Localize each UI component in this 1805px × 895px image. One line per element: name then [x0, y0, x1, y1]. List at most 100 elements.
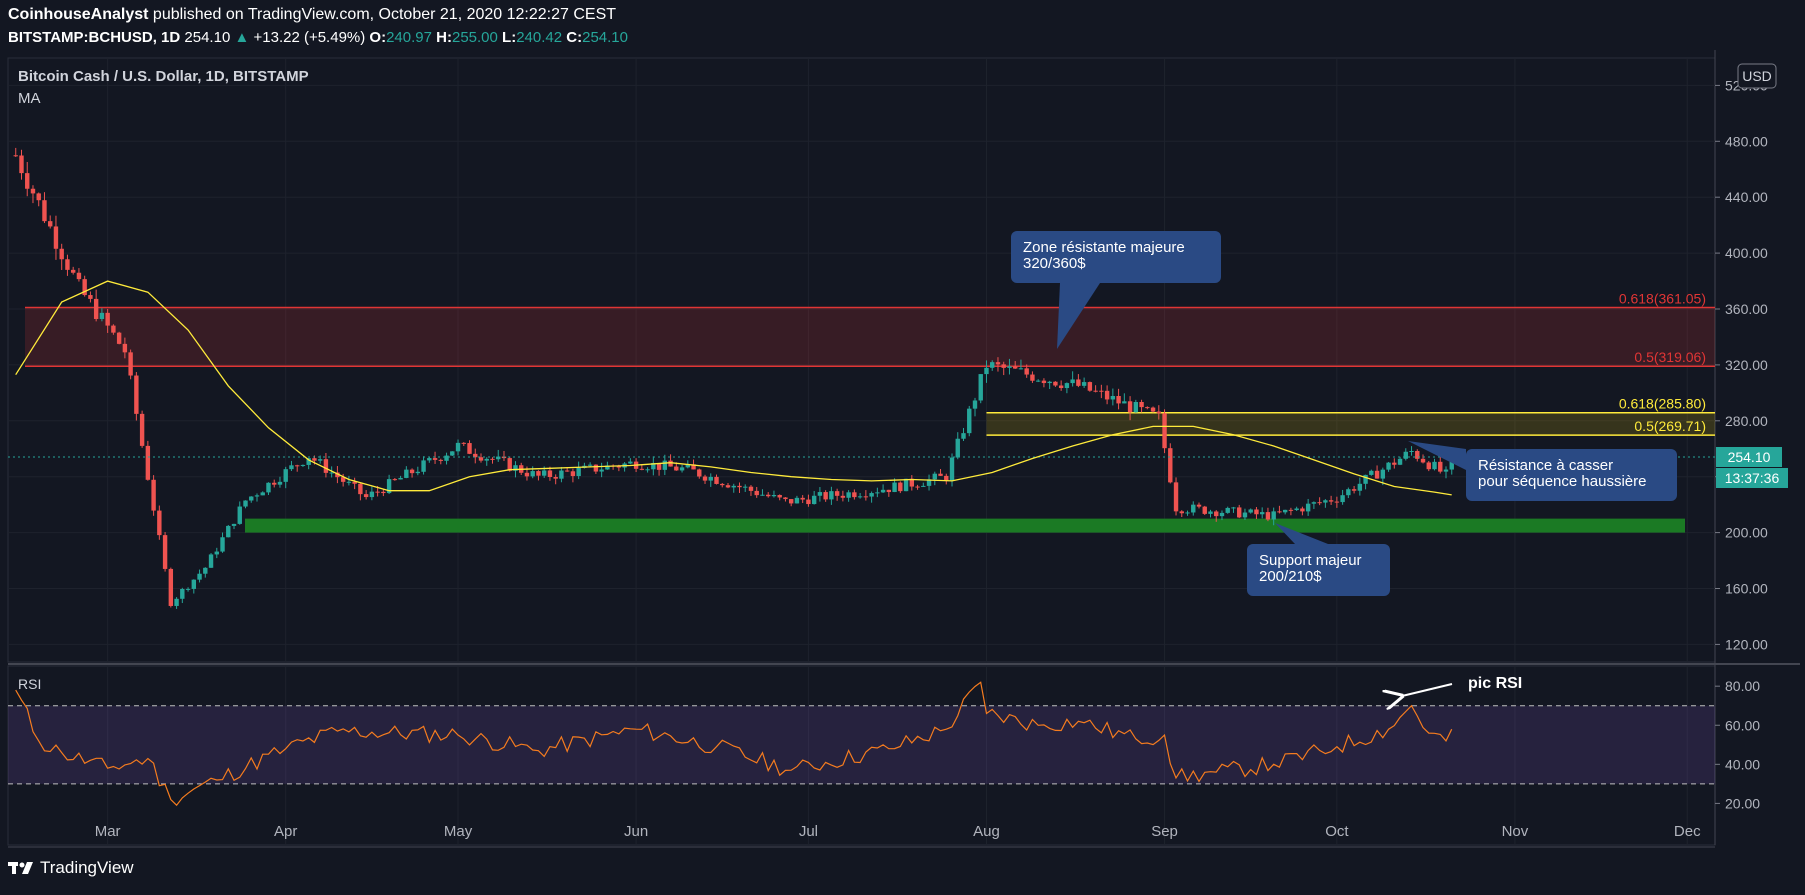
low-value: 240.42 — [516, 29, 563, 46]
candle — [869, 493, 874, 497]
candle — [369, 491, 375, 498]
candle — [1415, 450, 1420, 459]
publish-header: CoinhouseAnalyst published on TradingVie… — [8, 6, 616, 24]
candle — [1392, 462, 1397, 465]
candle — [691, 464, 696, 470]
candle — [708, 476, 713, 481]
candle — [174, 598, 179, 606]
candle — [208, 554, 214, 568]
candle — [702, 476, 708, 481]
candle — [955, 438, 960, 458]
candle — [105, 312, 110, 326]
candle — [432, 458, 438, 460]
y-tick-label: 160.00 — [1725, 581, 1768, 597]
candle — [1305, 503, 1311, 512]
candle — [783, 497, 788, 500]
candle — [823, 492, 828, 500]
candle — [656, 462, 662, 470]
candle — [312, 458, 317, 461]
candle — [806, 499, 811, 505]
candle — [668, 460, 673, 467]
candle — [576, 467, 581, 477]
candle — [547, 470, 553, 477]
candle — [59, 248, 64, 260]
candle — [421, 460, 426, 472]
candle — [674, 466, 679, 471]
candle — [1185, 512, 1190, 514]
symbol[interactable]: BITSTAMP:BCHUSD, 1D — [8, 29, 181, 46]
ma-series — [15, 280, 1452, 496]
candle — [323, 459, 329, 473]
candle — [1007, 366, 1012, 368]
candle — [978, 374, 983, 401]
candle — [335, 472, 340, 478]
candle — [1202, 506, 1207, 514]
low-label: L: — [502, 29, 517, 46]
candle — [972, 400, 978, 409]
candle — [990, 362, 995, 368]
candle — [1076, 379, 1081, 386]
candle — [226, 525, 231, 538]
candle — [300, 464, 306, 466]
candle — [484, 458, 489, 461]
candle — [737, 485, 742, 488]
candle — [53, 226, 59, 249]
candle — [1357, 483, 1363, 491]
candle — [438, 459, 443, 461]
pane-title: Bitcoin Cash / U.S. Dollar, 1D, BITSTAMP — [18, 68, 309, 85]
annotation-support: Support majeur 200/210$ — [1247, 544, 1390, 596]
y-tick-label: 320.00 — [1725, 357, 1768, 373]
y-tick-label: 360.00 — [1725, 301, 1768, 317]
y-tick-label: 480.00 — [1725, 133, 1768, 149]
candle — [915, 486, 920, 488]
y-tick-label: 440.00 — [1725, 189, 1768, 205]
candle — [995, 362, 1001, 365]
candle — [25, 173, 30, 189]
candle — [409, 469, 415, 474]
currency-badge — [1737, 63, 1777, 89]
candle — [88, 295, 93, 299]
candle — [1426, 462, 1431, 470]
candle — [1248, 509, 1253, 513]
candle — [266, 482, 271, 493]
candle — [909, 478, 915, 487]
candle — [1168, 448, 1173, 483]
candle — [1282, 509, 1288, 513]
candle — [1386, 462, 1391, 470]
candle — [1087, 382, 1093, 391]
candle — [1053, 381, 1058, 386]
candle — [496, 456, 501, 460]
candle — [1030, 374, 1035, 381]
candle — [295, 465, 300, 467]
candle — [404, 469, 409, 478]
candle — [1225, 507, 1230, 513]
candle — [524, 472, 530, 477]
candle — [1432, 461, 1437, 470]
fib-label: 0.5(269.71) — [1634, 418, 1706, 434]
rsi-pane-frame — [7, 665, 1716, 846]
candle — [243, 500, 248, 507]
candle — [1219, 512, 1225, 517]
candle — [1397, 458, 1403, 465]
author[interactable]: CoinhouseAnalyst — [8, 6, 149, 23]
candle — [628, 461, 633, 464]
candle — [346, 481, 352, 483]
annotation-support-pointer — [1275, 523, 1328, 544]
candle — [932, 473, 937, 480]
candle — [1259, 512, 1265, 515]
x-tick-label: Aug — [973, 823, 1000, 840]
candle — [1420, 458, 1426, 463]
rsi-peak-arrow — [1402, 683, 1453, 696]
candle — [1403, 451, 1408, 459]
tradingview-logo[interactable]: TradingView — [8, 858, 134, 878]
close-value: 254.10 — [582, 29, 628, 46]
rsi-band — [8, 705, 1715, 784]
candle — [398, 477, 403, 480]
candle — [1041, 380, 1047, 384]
candle — [777, 494, 782, 498]
main-pane — [7, 57, 1716, 663]
candle — [375, 491, 380, 493]
candle — [766, 494, 771, 497]
candle — [685, 464, 690, 468]
